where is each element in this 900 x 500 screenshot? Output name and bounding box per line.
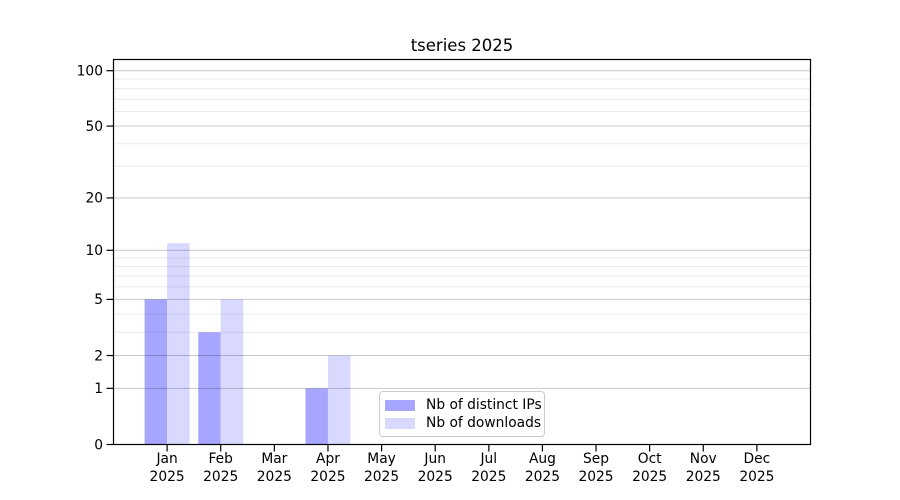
legend: Nb of distinct IPs Nb of downloads (379, 391, 545, 437)
x-tick-month-label: Nov (690, 451, 717, 467)
bar-distinct-ips-feb (198, 332, 221, 445)
x-tick-month-label: May (367, 451, 396, 467)
x-tick-month-label: Jan (155, 451, 177, 467)
y-tick-label: 20 (85, 191, 103, 207)
legend-label-distinct-ips: Nb of distinct IPs (426, 396, 542, 413)
x-tick-year-label: 2025 (364, 469, 399, 485)
y-tick-label: 2 (94, 348, 103, 364)
y-tick-label: 100 (77, 64, 103, 80)
y-tick-label: 5 (94, 292, 103, 308)
x-tick-year-label: 2025 (310, 469, 345, 485)
x-tick-year-label: 2025 (471, 469, 506, 485)
x-tick-year-label: 2025 (418, 469, 453, 485)
x-tick-month-label: Mar (261, 451, 287, 467)
x-tick-year-label: 2025 (257, 469, 292, 485)
x-tick-year-label: 2025 (686, 469, 721, 485)
x-tick-year-label: 2025 (578, 469, 613, 485)
bar-distinct-ips-jan (144, 299, 168, 445)
plot-border (112, 58, 812, 446)
x-tick-year-label: 2025 (150, 469, 185, 485)
bar-distinct-ips-apr (305, 388, 328, 445)
legend-swatch-downloads (385, 417, 415, 429)
legend-label-downloads: Nb of downloads (426, 414, 542, 431)
y-tick-label: 1 (94, 381, 103, 397)
x-tick-month-label: Apr (316, 451, 340, 467)
bar-downloads-jan (167, 243, 190, 445)
x-tick-month-label: Dec (744, 451, 771, 467)
legend-swatch-distinct-ips (385, 399, 415, 411)
x-tick-month-label: Jul (479, 451, 497, 467)
legend-item-downloads: Nb of downloads (385, 415, 544, 432)
y-tick-label: 10 (85, 243, 103, 259)
y-tick-label: 0 (94, 437, 103, 453)
x-tick-year-label: 2025 (632, 469, 667, 485)
bar-downloads-apr (327, 355, 351, 445)
x-tick-month-label: Jun (423, 451, 446, 467)
chart-title: tseries 2025 (411, 36, 514, 55)
x-tick-year-label: 2025 (739, 469, 774, 485)
x-tick-month-label: Oct (638, 451, 662, 467)
x-tick-month-label: Feb (209, 451, 233, 467)
bar-downloads-feb (220, 299, 244, 445)
y-tick-label: 50 (85, 119, 103, 135)
x-tick-month-label: Sep (583, 451, 609, 467)
legend-item-distinct-ips: Nb of distinct IPs (385, 397, 544, 414)
x-tick-year-label: 2025 (525, 469, 560, 485)
x-tick-month-label: Aug (529, 451, 556, 467)
x-tick-year-label: 2025 (203, 469, 238, 485)
